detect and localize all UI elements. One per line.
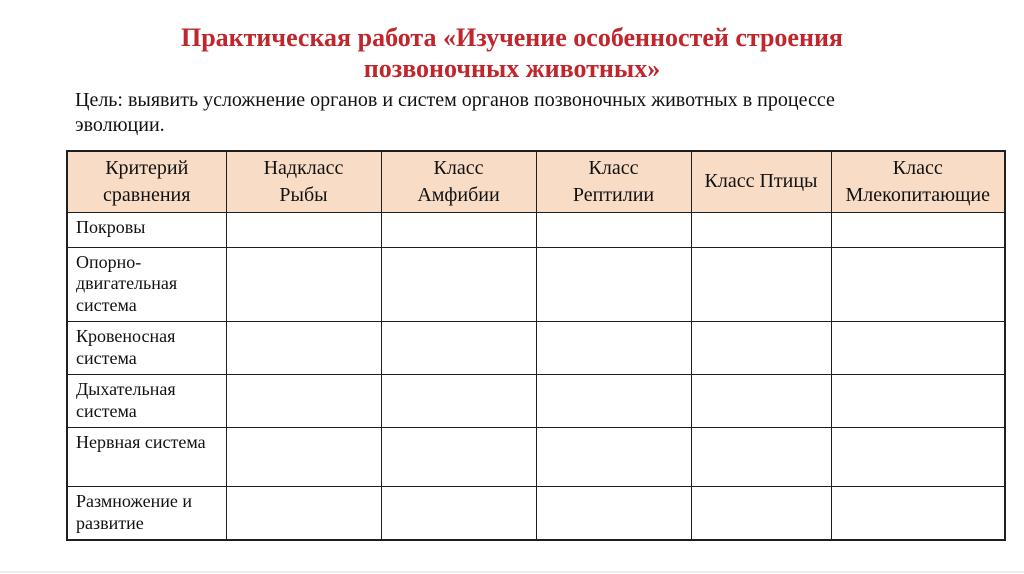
table-header-row: Критерий сравнения Надкласс Рыбы Класс А…: [66, 150, 1006, 213]
row-header: Размножение и развитие: [66, 486, 227, 541]
table-cell: [535, 211, 692, 248]
table-cell: [830, 211, 1006, 248]
column-header-mammals: Класс Млекопитающие: [830, 150, 1006, 213]
table-cell: [690, 246, 832, 323]
table-row: Опорно-двигательная система: [66, 246, 1006, 323]
row-header: Опорно-двигательная система: [66, 246, 227, 323]
column-header-fish: Надкласс Рыбы: [225, 150, 382, 213]
table-cell: [830, 427, 1006, 488]
goal-text: Цель: выявить усложнение органов и систе…: [75, 89, 835, 137]
table-cell: [380, 486, 537, 541]
table-cell: [380, 374, 537, 429]
column-header-reptiles: Класс Рептилии: [535, 150, 692, 213]
table-cell: [380, 211, 537, 248]
table-cell: [535, 486, 692, 541]
table-row: Покровы: [66, 211, 1006, 248]
row-header: Кровеносная система: [66, 321, 227, 376]
table-cell: [225, 486, 382, 541]
column-header-criterion: Критерий сравнения: [66, 150, 227, 213]
table-cell: [690, 486, 832, 541]
table-cell: [535, 374, 692, 429]
table-row: Размножение и развитие: [66, 486, 1006, 541]
comparison-table: Критерий сравнения Надкласс Рыбы Класс А…: [66, 150, 1006, 542]
row-header: Покровы: [66, 211, 227, 248]
table-cell: [690, 211, 832, 248]
table-cell: [535, 427, 692, 488]
table-cell: [535, 246, 692, 323]
table-row: Нервная система: [66, 427, 1006, 488]
comparison-table-container: Критерий сравнения Надкласс Рыбы Класс А…: [66, 150, 1006, 542]
table-cell: [225, 211, 382, 248]
table-cell: [690, 374, 832, 429]
page-title-line-2: позвоночных животных»: [363, 54, 661, 84]
page-title-line-1: Практическая работа «Изучение особенност…: [180, 23, 843, 52]
table-cell: [535, 321, 692, 376]
table-cell: [225, 427, 382, 488]
table-cell: [690, 321, 832, 376]
table-cell: [830, 486, 1006, 541]
slide-bottom-edge: [0, 571, 1024, 573]
table-row: Дыхательная система: [66, 374, 1006, 429]
table-cell: [830, 374, 1006, 429]
table-cell: [380, 321, 537, 376]
table-cell: [830, 246, 1006, 323]
table-cell: [225, 246, 382, 323]
row-header: Нервная система: [66, 427, 227, 488]
table-row: Кровеносная система: [66, 321, 1006, 376]
table-cell: [225, 321, 382, 376]
row-header: Дыхательная система: [66, 374, 227, 429]
table-cell: [380, 246, 537, 323]
table-cell: [690, 427, 832, 488]
column-header-birds: Класс Птицы: [690, 150, 832, 213]
table-cell: [380, 427, 537, 488]
column-header-amphibians: Класс Амфибии: [380, 150, 537, 213]
table-cell: [830, 321, 1006, 376]
table-cell: [225, 374, 382, 429]
page-title: Практическая работа «Изучение особенност…: [0, 22, 1024, 84]
